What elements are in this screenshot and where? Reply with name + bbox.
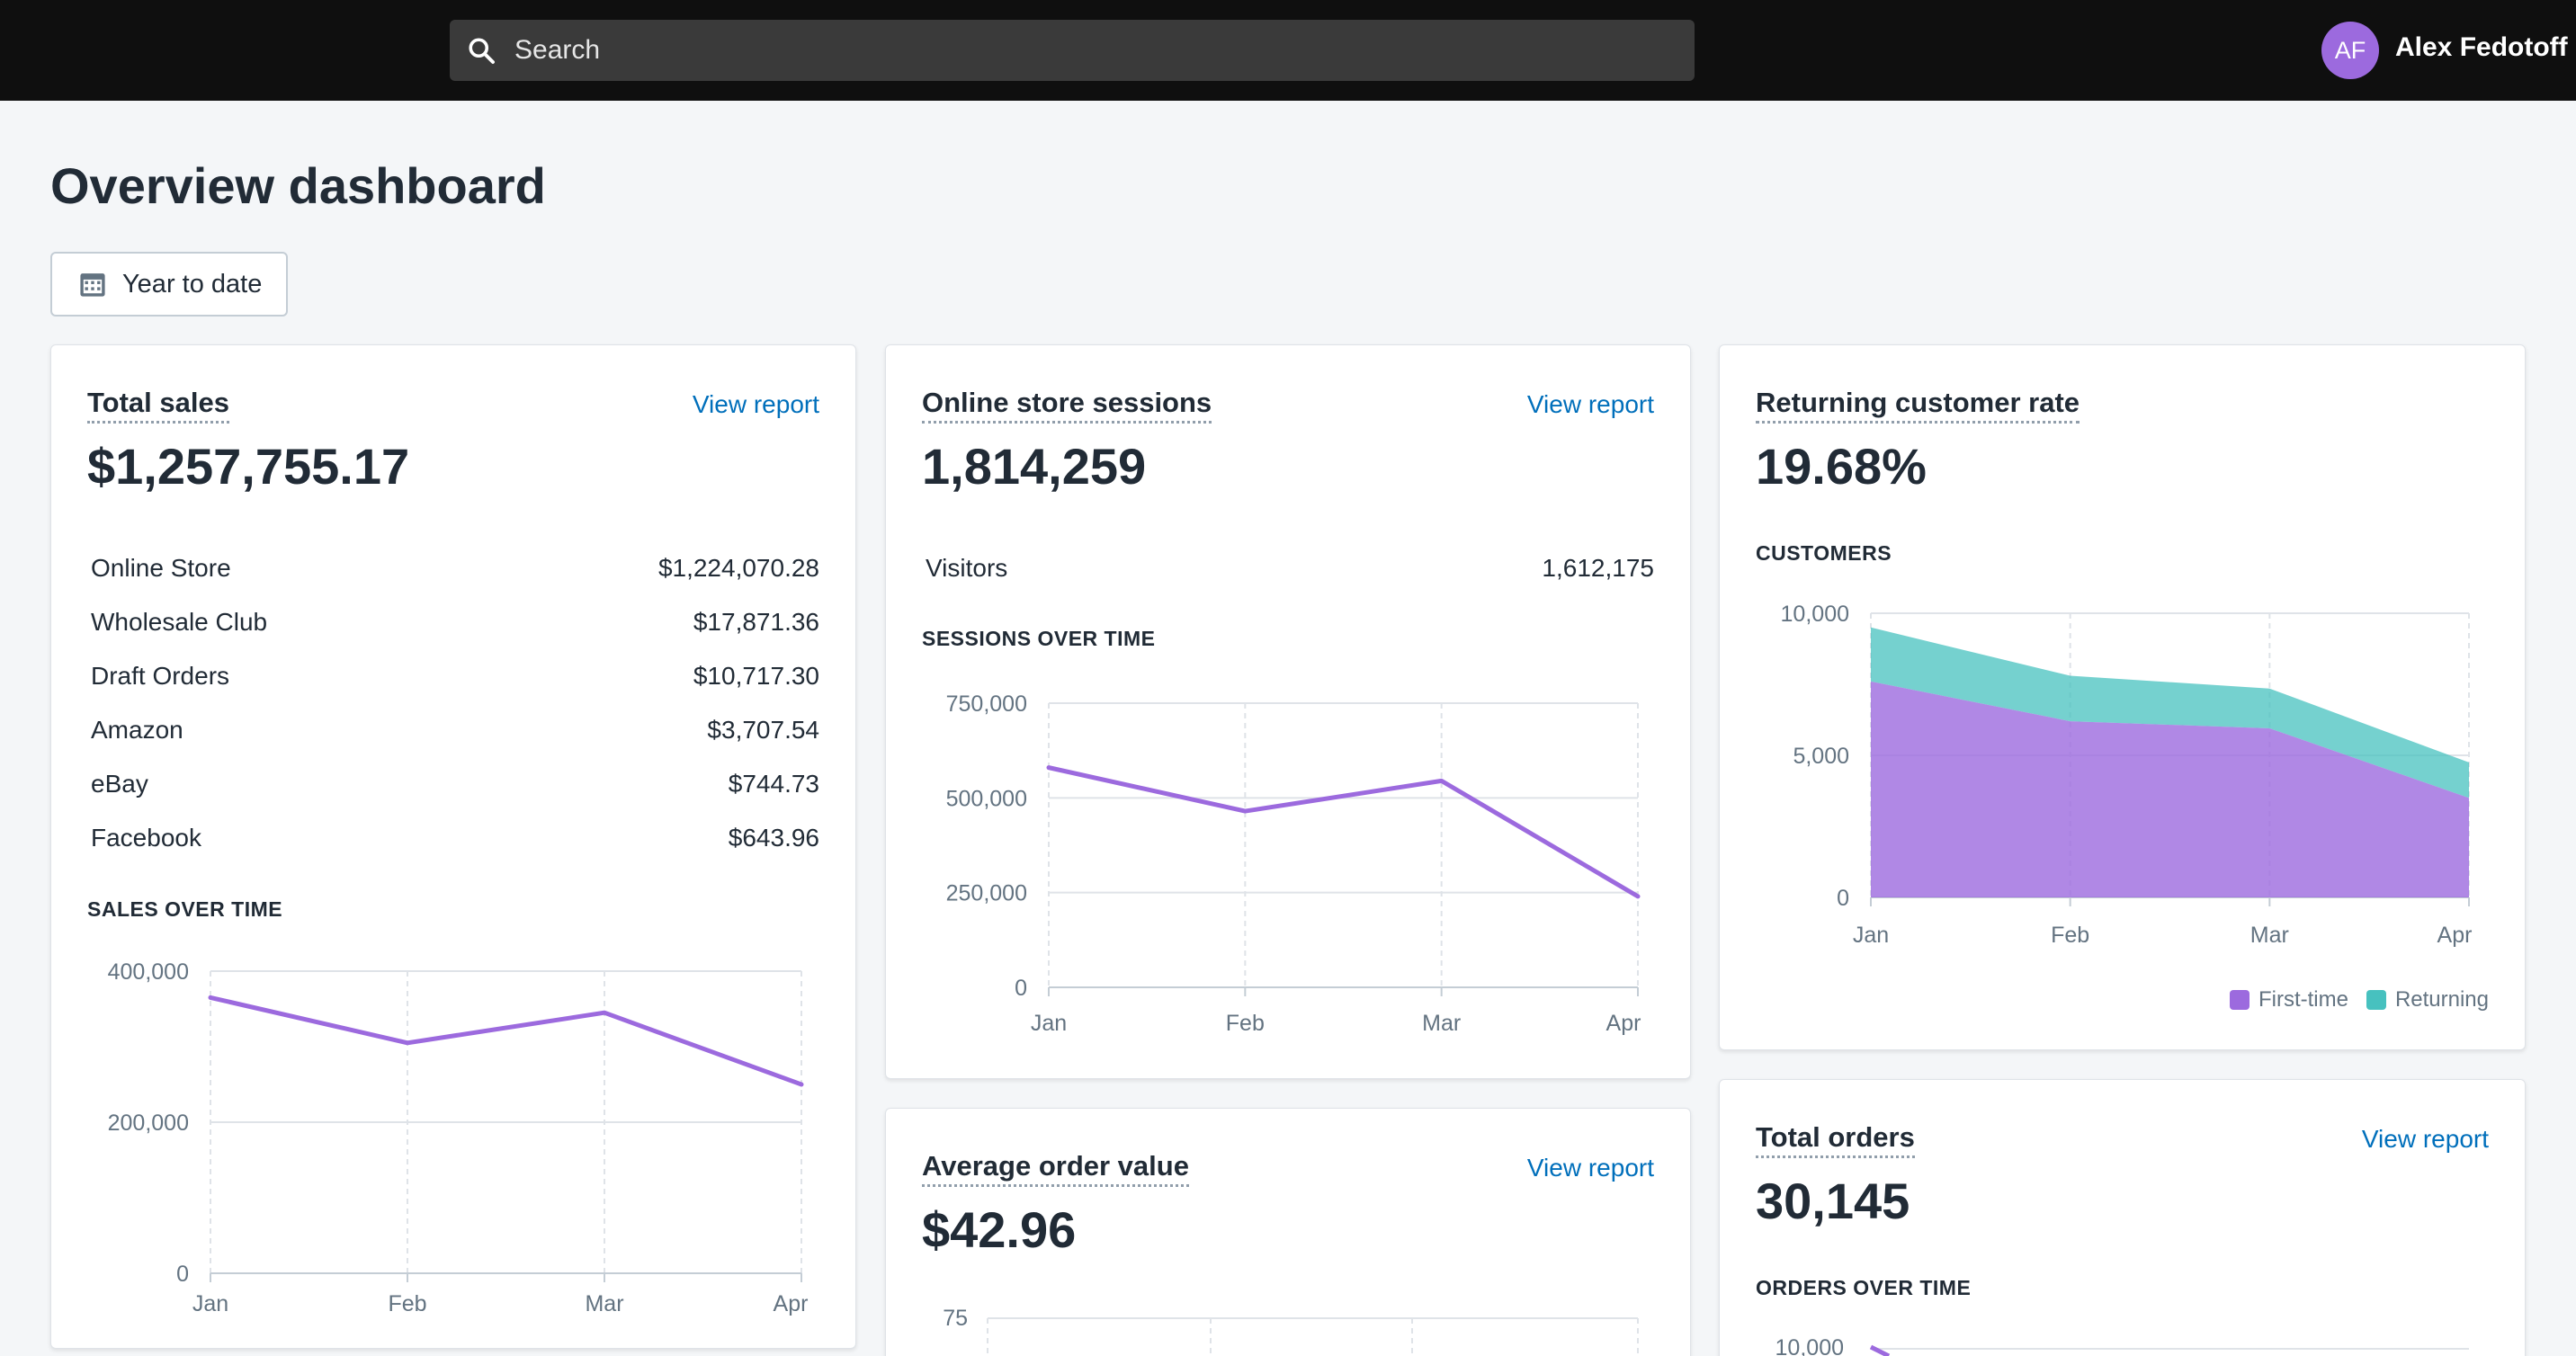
y-tick-label: 0: [1837, 886, 1849, 911]
x-tick-label: Feb: [1226, 1011, 1265, 1036]
series-line: [208, 995, 804, 1087]
x-tick-label: Feb: [388, 1291, 426, 1316]
breakdown-value: $10,717.30: [693, 662, 819, 690]
x-tick-label: Jan: [1853, 923, 1889, 948]
x-tick-label: Mar: [1422, 1011, 1461, 1036]
y-tick-label: 400,000: [108, 959, 189, 985]
total-orders-card: Total orders View report 30,145 ORDERS O…: [1719, 1079, 2526, 1356]
card-title[interactable]: Total orders: [1756, 1121, 1915, 1158]
top-bar: AF Alex Fedotoff: [0, 0, 2576, 101]
visitors-label: Visitors: [926, 554, 1008, 582]
sessions-value: 1,814,259: [922, 438, 1147, 495]
legend-label: First-time: [2258, 987, 2348, 1012]
legend-item: First-time: [2229, 987, 2348, 1013]
sessions-card: Online store sessions View report 1,814,…: [885, 344, 1691, 1079]
returning-rate-value: 19.68%: [1756, 438, 1927, 495]
total-sales-value: $1,257,755.17: [87, 438, 410, 495]
page-title: Overview dashboard: [50, 157, 546, 214]
legend-swatch: [2366, 990, 2386, 1010]
y-tick-label: 10,000: [1775, 1335, 1844, 1356]
card-title[interactable]: Online store sessions: [922, 387, 1212, 424]
breakdown-value: $744.73: [728, 770, 819, 798]
card-title[interactable]: Average order value: [922, 1150, 1189, 1187]
chart-label: ORDERS OVER TIME: [1756, 1276, 1972, 1299]
x-tick-label: Apr: [2437, 923, 2473, 948]
x-tick-label: Feb: [2051, 923, 2089, 948]
y-tick-label: 10,000: [1781, 602, 1849, 627]
area-first-time: [1871, 681, 2469, 897]
orders-value: 30,145: [1756, 1173, 1910, 1229]
calendar-icon: [80, 273, 105, 297]
breakdown-label: Draft Orders: [91, 662, 230, 690]
aov-chart: 75: [943, 1306, 1639, 1356]
legend-item: Returning: [2366, 987, 2489, 1013]
y-tick-label: 250,000: [946, 881, 1027, 906]
x-tick-label: Mar: [585, 1291, 623, 1316]
breakdown-value: $1,224,070.28: [657, 554, 819, 582]
search-input[interactable]: [514, 20, 1675, 81]
breakdown-label: Facebook: [91, 824, 201, 852]
series-line: [1869, 1344, 1891, 1356]
area-returning: [1871, 627, 2469, 798]
breakdown-value: $3,707.54: [707, 716, 819, 744]
x-tick-label: Apr: [1606, 1011, 1641, 1036]
search-bar[interactable]: [450, 20, 1695, 81]
date-range-label: Year to date: [122, 269, 263, 299]
chart-legend: First-time Returning: [2212, 987, 2489, 1013]
user-name[interactable]: Alex Fedotoff: [2395, 32, 2568, 62]
breakdown-label: eBay: [91, 770, 148, 798]
legend-label: Returning: [2394, 987, 2489, 1012]
y-tick-label: 0: [176, 1262, 189, 1287]
view-report-link[interactable]: View report: [1526, 1154, 1654, 1182]
x-tick-label: Jan: [1031, 1011, 1067, 1036]
breakdown-value: $643.96: [728, 824, 819, 852]
breakdown-label: Online Store: [91, 554, 231, 582]
chart-label: CUSTOMERS: [1756, 541, 1892, 565]
avatar[interactable]: AF: [2321, 22, 2379, 79]
y-tick-label: 75: [943, 1306, 968, 1331]
y-tick-label: 750,000: [946, 691, 1027, 717]
series-line: [1046, 765, 1641, 899]
sessions-over-time-chart: 0 250,000 500,000 750,000 Jan Feb Mar Apr: [946, 691, 1641, 1036]
breakdown-label: Amazon: [91, 716, 183, 744]
breakdown-value: $17,871.36: [693, 608, 819, 636]
aov-value: $42.96: [922, 1201, 1077, 1258]
y-tick-label: 200,000: [108, 1111, 189, 1136]
x-tick-label: Apr: [774, 1291, 809, 1316]
view-report-link[interactable]: View report: [692, 390, 819, 418]
card-title[interactable]: Total sales: [87, 387, 229, 424]
date-range-button[interactable]: Year to date: [50, 252, 288, 317]
y-tick-label: 500,000: [946, 786, 1027, 811]
customers-chart: 0 5,000 10,000 Jan Feb Mar Apr: [1781, 602, 2473, 948]
breakdown-label: Wholesale Club: [91, 608, 268, 636]
x-tick-label: Mar: [2250, 923, 2289, 948]
average-order-value-card: Average order value View report $42.96: [885, 1108, 1691, 1356]
view-report-link[interactable]: View report: [2361, 1125, 2489, 1153]
orders-chart: 10,000: [1775, 1335, 2469, 1356]
total-sales-card: Total sales View report $1,257,755.17 On…: [50, 344, 856, 1349]
y-tick-label: 5,000: [1793, 744, 1849, 769]
legend-swatch: [2229, 990, 2250, 1010]
visitors-value: 1,612,175: [1542, 554, 1654, 582]
card-title[interactable]: Returning customer rate: [1756, 387, 2080, 424]
y-tick-label: 0: [1015, 976, 1027, 1001]
view-report-link[interactable]: View report: [1526, 390, 1654, 418]
chart-label: SESSIONS OVER TIME: [922, 627, 1156, 650]
chart-label: SALES OVER TIME: [87, 897, 283, 921]
x-tick-label: Jan: [192, 1291, 228, 1316]
search-icon: [469, 38, 495, 64]
sales-over-time-chart: 0 200,000 400,000 Jan Feb Mar Apr: [108, 959, 809, 1316]
